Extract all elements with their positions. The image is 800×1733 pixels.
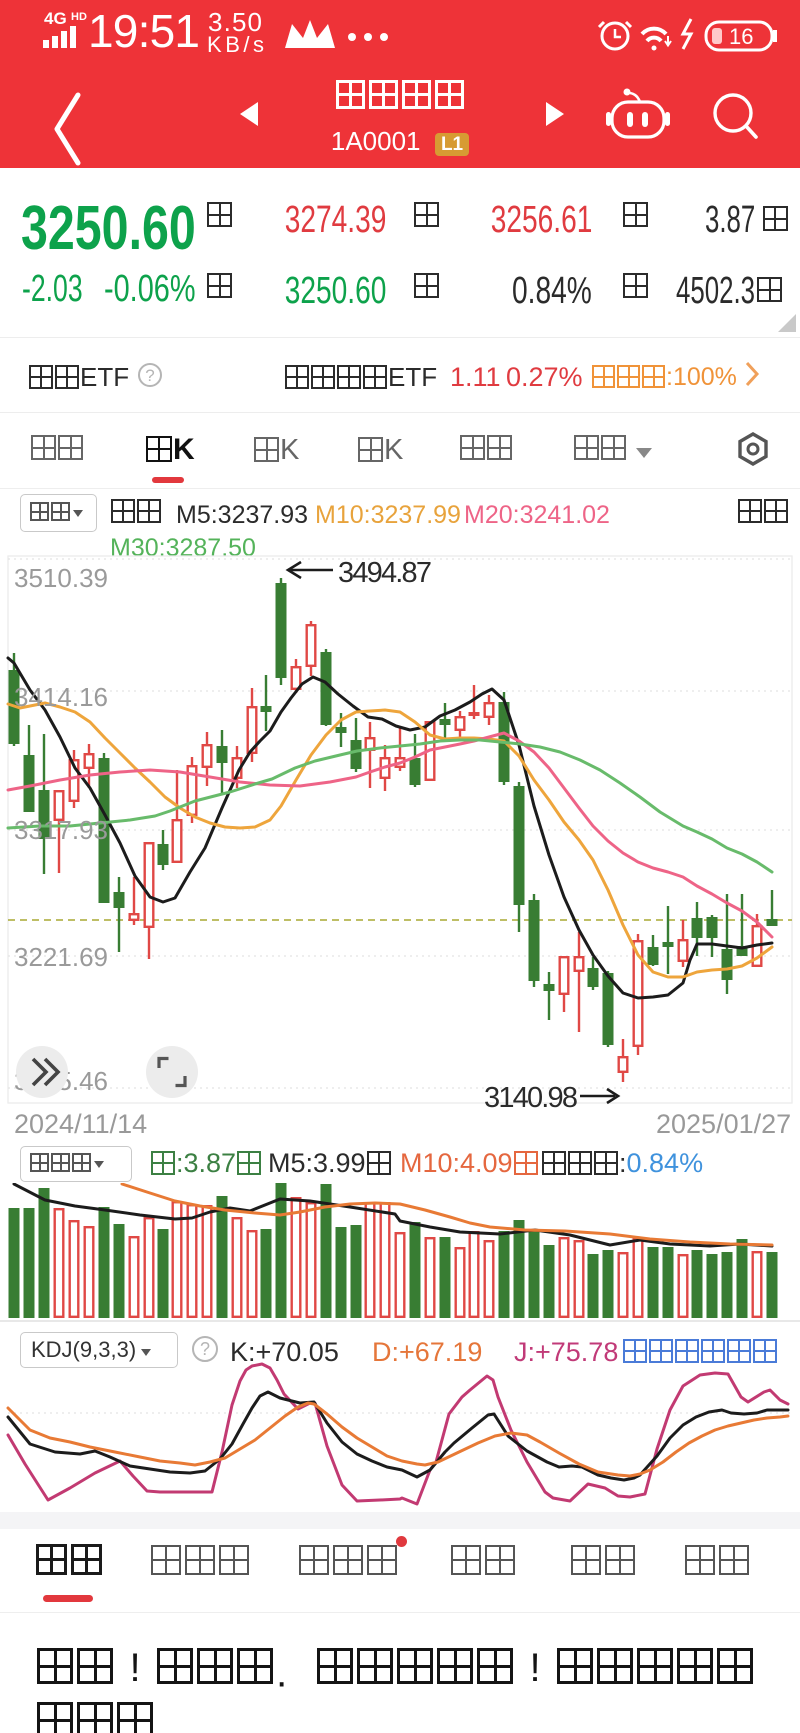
svg-text:2024/11/14: 2024/11/14 <box>14 1109 147 1139</box>
svg-text:3317.93: 3317.93 <box>14 815 108 845</box>
svg-text:3221.69: 3221.69 <box>14 942 108 972</box>
svg-text:3494.87: 3494.87 <box>338 557 432 589</box>
svg-text:3140.98: 3140.98 <box>484 1082 578 1114</box>
svg-text:3414.16: 3414.16 <box>14 682 108 712</box>
svg-text:2025/01/27: 2025/01/27 <box>656 1109 791 1139</box>
svg-text:3510.39: 3510.39 <box>14 563 108 593</box>
svg-text:HD: HD <box>71 11 87 23</box>
svg-text:16: 16 <box>729 24 753 49</box>
svg-text:4G: 4G <box>44 9 67 28</box>
svg-text:19:51: 19:51 <box>88 5 200 57</box>
svg-text:KB/s: KB/s <box>207 32 264 57</box>
svg-text:3.50: 3.50 <box>208 7 262 37</box>
